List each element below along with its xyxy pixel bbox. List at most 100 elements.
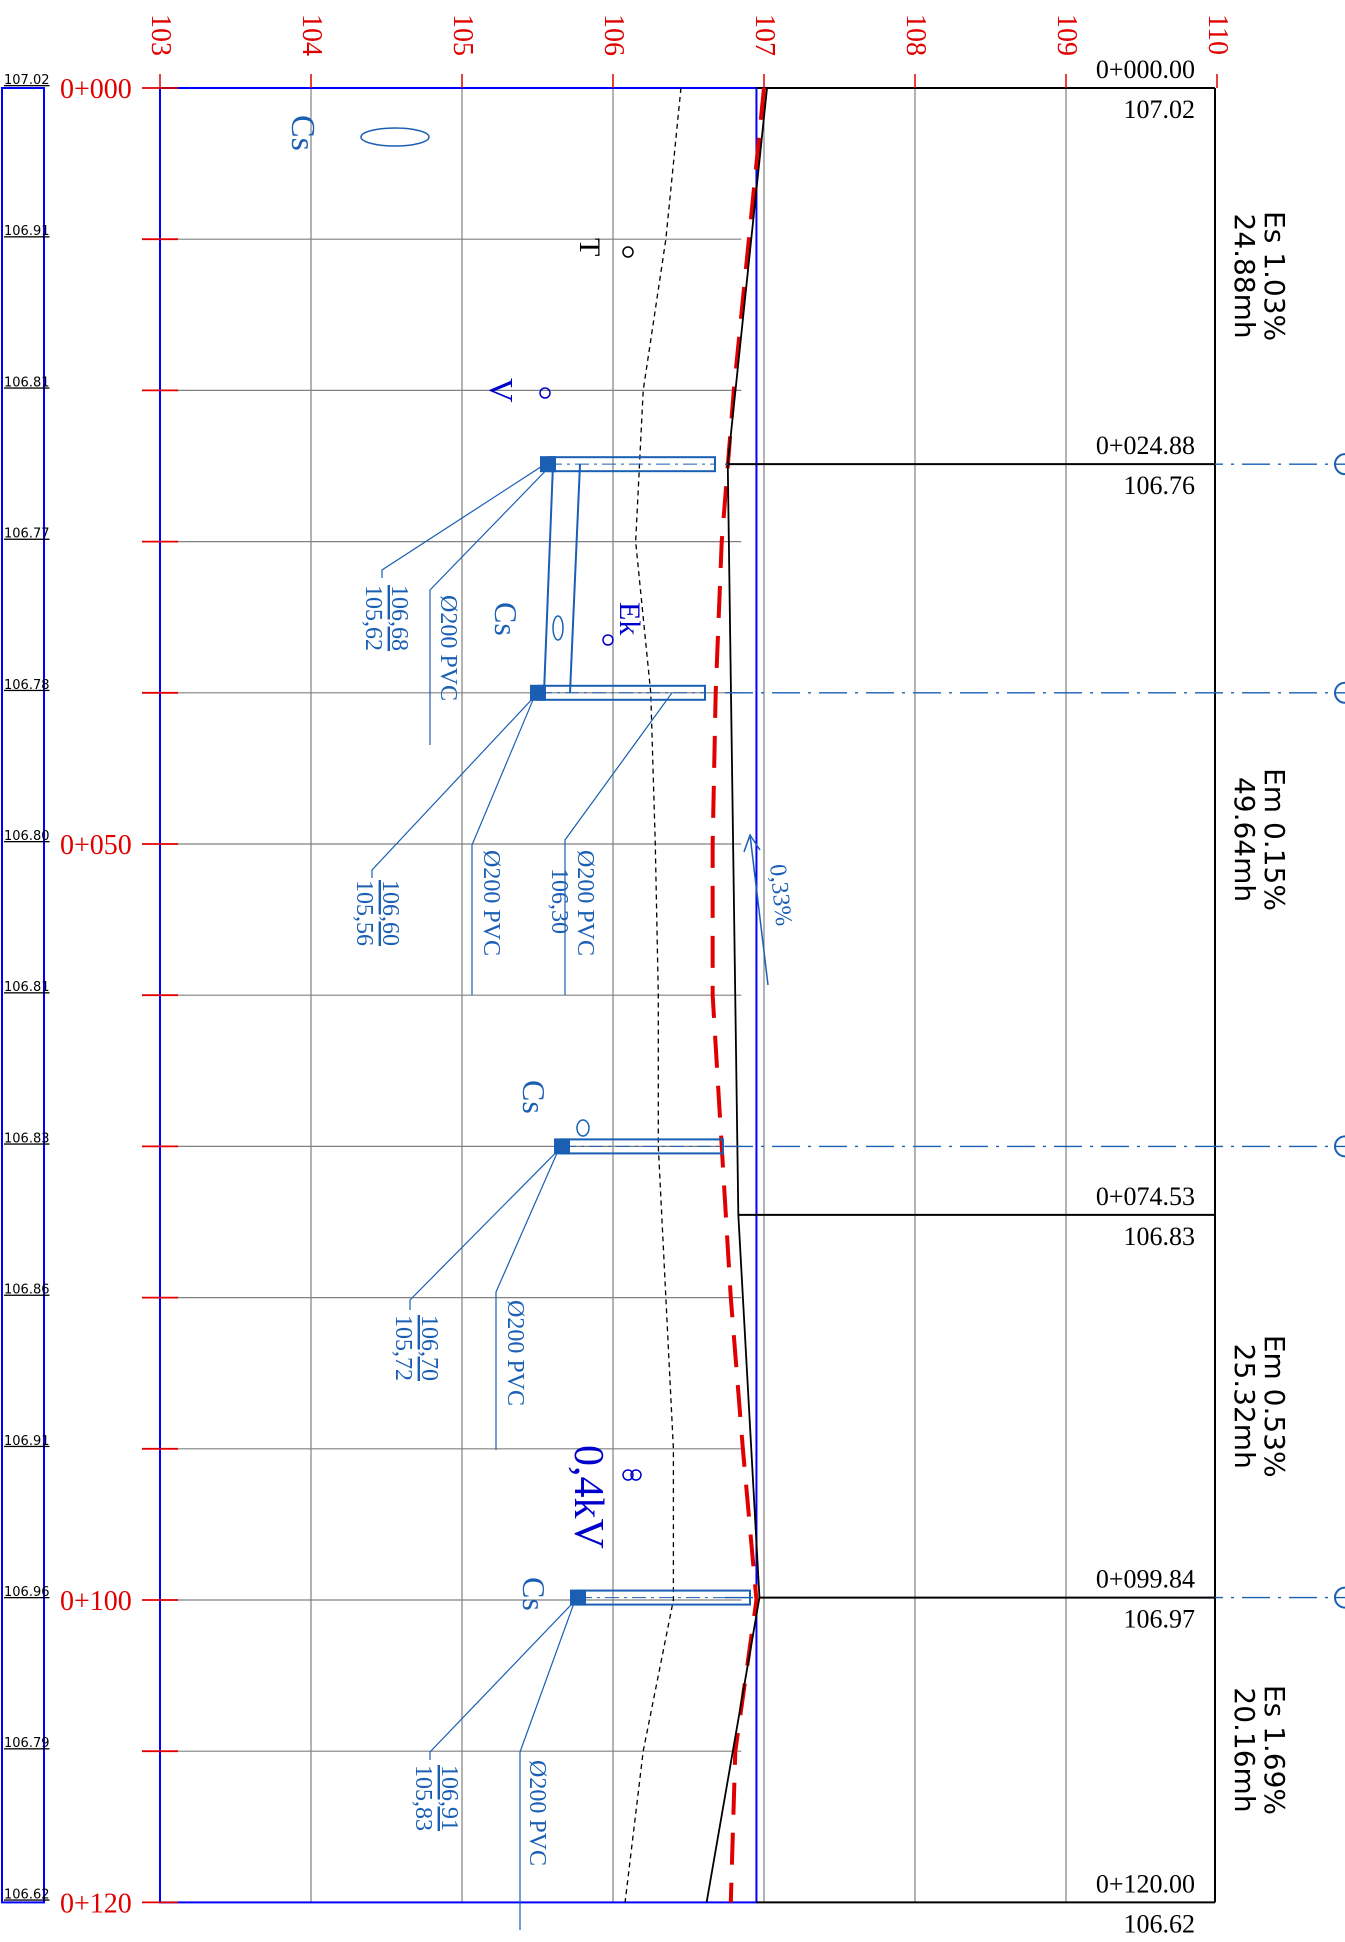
station-axis: 0+000 0+050 0+100 0+120 [60,74,178,1919]
vertical-connection [543,464,554,693]
station-label: 0+050 [60,830,132,861]
grade-segment-table: Es 1.03%24.88mh Em 0.15%49.64mh Em 0.53%25… [1228,211,1291,1815]
grade-segment-type: Es 1.03% [1258,211,1291,341]
leader-line [495,1146,561,1450]
pipe-top-level: 106,91 [436,1765,462,1831]
elevation-tick-label: 105 [447,14,478,56]
utility-symbol-label: T [573,238,606,256]
station-label: 0+100 [60,1586,132,1617]
elevation-axis: 103 104 105 106 107 108 109 110 [145,14,1233,88]
ground-level-value: 106.81 [4,375,50,390]
ground-level-value: 107.02 [4,73,50,88]
pipe-connections [371,453,1345,1930]
ground-level-column: 107.02 106.91 106.81 106.77 106.78 106.80 106.… [4,73,50,1902]
ground-level-value: 106.91 [4,1434,50,1449]
section-cut-marker [1334,1586,1345,1609]
pipe-size-label: Ø200 PVC [478,850,504,956]
leader-line [471,692,537,995]
pipe-size-label: Ø200 PVC [435,595,461,701]
leader-line [409,1145,563,1310]
grid-lines [160,88,1067,1903]
pipe-bottom-level: 105,72 [390,1315,416,1381]
grade-segment-length: 25.32mh [1228,1344,1261,1469]
pipe-bottom-level: 105,56 [351,880,377,946]
ground-level-strip [1,87,45,1904]
pipe-top-level: 106,68 [386,585,412,651]
elevation-tick-label: 103 [145,14,176,56]
utility-symbol-shape [602,634,614,646]
grade-segment-length: 20.16mh [1228,1687,1261,1812]
section-cut-marker [1334,453,1345,476]
vertical-point-elevation: 106.83 [1124,1222,1196,1251]
ground-level-value: 106.79 [4,1736,50,1751]
leader-line [564,692,673,995]
ground-level-value: 106.80 [4,829,50,844]
leader-line [371,692,539,878]
pipe-bottom-level: 105,62 [360,585,386,651]
elevation-tick-label: 106 [598,14,629,56]
section-cut-marker [1334,681,1345,704]
elevation-tick-label: 108 [900,14,931,56]
ground-level-value: 106.91 [4,224,50,239]
utility-symbol-label: Cs [516,1577,552,1611]
grade-segment-type: Es 1.69% [1258,1685,1291,1815]
utility-symbol-shape [630,1469,642,1481]
utility-symbol-label: Cs [488,602,524,636]
drawing-frame [1,87,1216,1904]
elevation-tick-label: 107 [749,14,780,56]
vertical-connection [569,464,581,693]
leader-line [519,1597,577,1930]
slope-arrow-head [743,833,761,853]
utility-symbol-shape [539,387,551,399]
leader-line [381,463,546,578]
utility-symbol-shape [622,246,634,258]
ground-level-value: 106.96 [4,1585,50,1600]
elevation-tick-label: 109 [1051,14,1082,56]
utility-symbol-label: Cs [284,115,321,151]
pipe-invert-level: 106,30 [546,868,572,934]
utility-symbol-label: V [482,378,519,403]
grade-segment-type: Em 0.15% [1258,768,1291,911]
elevation-tick-label: 104 [296,14,327,56]
pipe-top-level: 106,60 [377,880,403,946]
elevation-tick-label: 110 [1202,14,1233,55]
leader-line [429,463,553,745]
utility-symbol-shape [552,615,564,641]
grade-segment-length: 49.64mh [1228,777,1261,902]
utility-symbol-shape [622,1469,634,1481]
pipe-size-label: Ø200 PVC [572,850,598,956]
section-cut-marker [1334,1135,1345,1158]
vertical-point-station: 0+024.88 [1096,431,1195,460]
vertical-point-elevation: 106.62 [1124,1909,1196,1938]
black-dashed-line [624,87,682,1903]
ground-level-value: 106.81 [4,980,50,995]
pipe-size-label: Ø200 PVC [502,1300,528,1406]
utility-symbol-label: 0,4kV [565,1445,611,1549]
vertical-point-station: 0+000.00 [1096,55,1195,84]
vertical-point-station: 0+099.84 [1096,1565,1195,1594]
utility-symbol-shape [576,1119,590,1137]
utility-symbol-label: Ek [613,602,646,635]
vertical-point-station: 0+120.00 [1096,1869,1195,1898]
pipe-bottom-level: 105,83 [410,1765,436,1831]
grade-segment-type: Em 0.53% [1258,1335,1291,1478]
station-label: 0+000 [60,74,132,105]
grade-segment-length: 24.88mh [1228,213,1261,338]
utility-symbol-label: Cs [516,1080,552,1114]
utility-symbol-shape [360,127,430,147]
pipe-top-level: 106,70 [416,1315,442,1381]
vertical-point-elevation: 106.97 [1124,1605,1196,1634]
ground-level-value: 106.62 [4,1887,50,1902]
ground-level-value: 106.86 [4,1283,50,1298]
vertical-point-elevation: 106.76 [1124,471,1196,500]
station-label: 0+120 [60,1888,132,1919]
pipe-size-label: Ø200 PVC [524,1760,550,1866]
vertical-point-station: 0+074.53 [1096,1182,1195,1211]
leader-line [429,1597,579,1760]
slope-arrow [749,834,769,986]
design-dashed-line [710,87,766,1903]
ground-level-value: 106.78 [4,678,50,693]
slope-arrow-label: 0,33% [764,863,796,927]
